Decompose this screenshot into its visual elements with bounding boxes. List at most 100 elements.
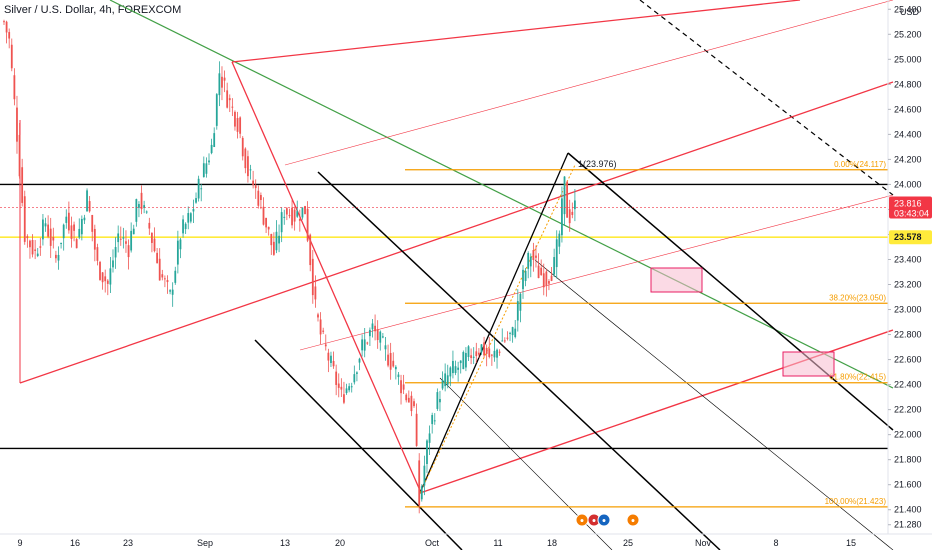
candle-body <box>407 397 410 403</box>
pitchfork-lower-left-median[interactable] <box>19 81 894 384</box>
pitchfork-thin-middle[interactable] <box>299 194 894 351</box>
candle-body <box>151 232 153 243</box>
candle-body <box>88 201 91 212</box>
candle-body <box>208 160 210 163</box>
candle-body <box>174 270 177 283</box>
time-tick-label: 13 <box>280 538 290 548</box>
candle-body <box>182 219 184 234</box>
pitchfork-thin-top[interactable] <box>284 0 894 166</box>
target-zone-upper[interactable] <box>650 267 703 293</box>
candle-body <box>439 398 441 403</box>
bar-countdown: 03:43:04 <box>894 208 929 218</box>
candle-body <box>485 347 488 354</box>
black-channel-right[interactable] <box>567 152 894 431</box>
candle-body <box>44 223 47 227</box>
candle-body <box>16 107 18 142</box>
time-tick-label: 20 <box>335 538 345 548</box>
candle-body <box>418 460 421 506</box>
candle-body <box>197 178 200 199</box>
candle-body <box>161 274 164 278</box>
candle-body <box>226 90 229 108</box>
candle-body <box>57 254 60 261</box>
price-tick-label: 22.600 <box>894 355 922 365</box>
candle-body <box>270 233 273 246</box>
black-lower-rail[interactable] <box>254 339 463 550</box>
candle-body <box>247 156 249 177</box>
candle-body <box>555 239 558 268</box>
yellow-level-value: 23.578 <box>894 232 922 242</box>
candle-body <box>402 384 405 390</box>
candle-body <box>428 433 431 443</box>
candle-body <box>122 237 125 239</box>
candle-body <box>483 342 485 356</box>
candle-body <box>234 111 236 127</box>
candle-body <box>304 206 306 215</box>
candle-body <box>112 260 114 268</box>
candle-body <box>431 415 434 425</box>
economic-event-icon[interactable] <box>626 513 640 527</box>
candle-body <box>127 245 130 258</box>
candle-body <box>267 226 270 230</box>
candle-body <box>535 255 537 258</box>
candle-body <box>514 328 517 337</box>
black-channel-left[interactable] <box>317 171 721 550</box>
yellow-level-tag[interactable] <box>889 230 932 245</box>
black-thin-middle[interactable] <box>534 259 894 550</box>
economic-event-glyph: ● <box>592 518 596 525</box>
last-price-tag[interactable] <box>889 196 932 219</box>
price-tick-label: 21.280 <box>894 520 922 530</box>
candle-body <box>503 340 506 342</box>
target-zone-lower[interactable] <box>782 351 835 377</box>
candle-body <box>358 358 361 363</box>
time-tick-label: 9 <box>17 538 22 548</box>
economic-event-glyph: ● <box>631 518 635 525</box>
candle-body <box>532 250 535 260</box>
candle-body <box>436 392 439 409</box>
economic-event-icon[interactable] <box>597 513 611 527</box>
candle-body <box>249 169 252 171</box>
peak-label: 1(23.976) <box>578 159 617 169</box>
pitchfork-swing-line[interactable] <box>231 61 423 496</box>
green-trendline[interactable] <box>109 0 894 389</box>
black-impulse-leg[interactable] <box>419 152 569 494</box>
time-axis[interactable]: 9 16 23 Sep 13 20 Oct 11 18 25 Nov 8 15 <box>0 533 932 548</box>
candle-body <box>272 241 275 255</box>
candle-body <box>426 440 428 465</box>
candle-body <box>65 216 68 223</box>
candle-body <box>501 340 504 342</box>
candle-body <box>109 268 112 285</box>
candle-body <box>506 337 509 339</box>
candle-body <box>553 257 556 275</box>
candle-body <box>153 238 156 252</box>
candle-body <box>420 486 423 500</box>
candle-body <box>8 32 11 39</box>
fib-label: 0.00%(24.117) <box>834 160 886 169</box>
candle-body <box>462 352 465 370</box>
candle-body <box>285 208 288 215</box>
fib-label: 61.80%(22.415) <box>829 373 886 382</box>
candle-body <box>291 207 293 226</box>
candle-body <box>42 219 44 240</box>
candle-body <box>275 231 278 251</box>
fib-diagonal[interactable] <box>419 164 576 494</box>
pitchfork-upper-line[interactable] <box>231 0 801 63</box>
candle-body <box>60 242 62 244</box>
candle-body <box>228 98 231 101</box>
candle-body <box>542 273 545 288</box>
candle-body <box>23 196 26 242</box>
price-axis[interactable]: 21.280 21.400 21.600 21.800 22.000 22.200 22.4… <box>887 0 932 534</box>
candle-body <box>298 219 301 221</box>
candle-body <box>171 289 174 295</box>
candle-body <box>571 211 574 215</box>
price-tick-label: 22.400 <box>894 380 922 390</box>
candle-body <box>540 267 543 275</box>
candle-body <box>210 144 213 154</box>
candle-body <box>26 236 29 239</box>
candle-body <box>288 215 291 217</box>
candle-body <box>550 275 553 281</box>
candle-body <box>62 224 65 239</box>
candle-body <box>117 233 120 243</box>
candle-body <box>480 344 483 353</box>
candle-body <box>363 339 366 351</box>
